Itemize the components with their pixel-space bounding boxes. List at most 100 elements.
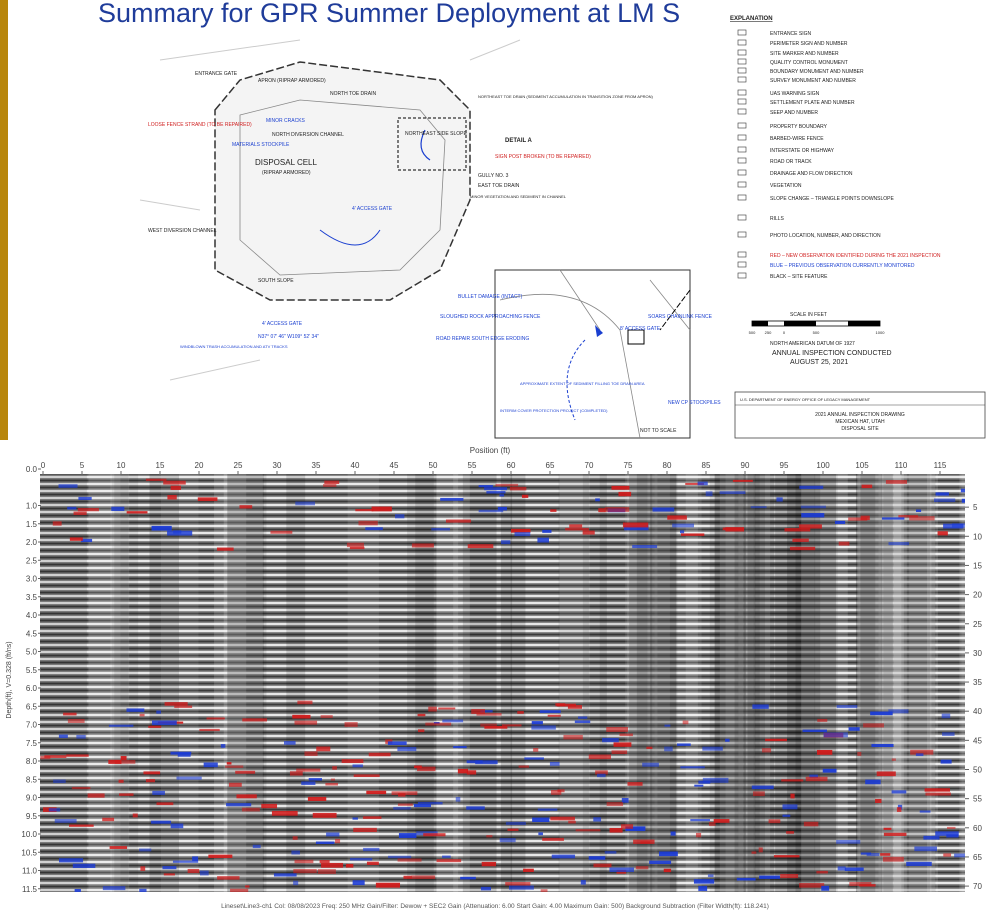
x-tick-label: 10 <box>117 461 126 470</box>
drawing-line: 2021 ANNUAL INSPECTION DRAWING <box>815 412 905 418</box>
reflection <box>366 791 386 794</box>
reflection <box>397 747 416 751</box>
reflection <box>59 484 78 488</box>
reflection <box>217 876 239 880</box>
reflection <box>857 752 861 756</box>
reflection <box>884 828 892 830</box>
reflection <box>602 738 619 742</box>
legend-item: PROPERTY BOUNDARY <box>770 124 828 130</box>
y-tick-label: 7.0 <box>26 721 38 730</box>
map-label: NORTH DIVERSION CHANNEL <box>272 132 344 138</box>
reflection <box>204 762 218 767</box>
reflection <box>388 856 411 858</box>
x-tick-label: 5 <box>80 461 85 470</box>
reflection <box>321 715 333 718</box>
reflection <box>460 877 476 880</box>
reflection <box>620 734 633 737</box>
y-tick-label: 6.0 <box>26 684 38 693</box>
reflection <box>109 725 133 727</box>
reflection <box>861 516 870 520</box>
reflection <box>531 725 555 729</box>
reflection <box>609 867 634 871</box>
legend-symbol <box>738 59 746 64</box>
reflection <box>139 849 151 852</box>
reflection <box>165 702 188 706</box>
map-label: NORTHEAST SIDE SLOPE <box>405 131 467 137</box>
texture <box>407 474 434 892</box>
reflection <box>53 780 66 783</box>
reflection <box>217 548 234 551</box>
y2-tick-label: 55 <box>973 795 982 804</box>
y-axis-label: Depth(ft), V=0.328 (ft/ns) <box>6 641 13 718</box>
reflection <box>720 491 746 494</box>
inspection-date: AUGUST 25, 2021 <box>790 359 848 366</box>
reflection <box>140 866 145 871</box>
reflection <box>538 809 558 811</box>
reflection <box>345 722 358 727</box>
reflection <box>110 846 127 849</box>
reflection <box>925 788 950 791</box>
map-label: NOT TO SCALE <box>640 428 677 434</box>
reflection <box>140 714 145 717</box>
reflection <box>332 766 337 769</box>
reflection <box>589 856 606 860</box>
reflection <box>646 747 652 749</box>
reflection <box>151 821 171 824</box>
reflection <box>146 479 166 481</box>
reflection <box>837 705 858 708</box>
reflection <box>74 512 87 515</box>
x-tick-label: 35 <box>312 461 321 470</box>
y2-tick-label: 50 <box>973 766 982 775</box>
reflection <box>73 864 96 868</box>
map-label: GULLY NO. 3 <box>478 173 509 179</box>
reflection <box>568 705 582 709</box>
legend-symbol <box>738 252 746 257</box>
reflection <box>589 755 611 760</box>
reflection <box>507 829 518 831</box>
reflection <box>897 807 901 812</box>
reflection <box>207 717 225 719</box>
scale-tick-label: 1000 <box>876 330 886 335</box>
reflection <box>823 769 837 773</box>
reflection <box>680 530 684 533</box>
reflection <box>192 856 198 861</box>
texture <box>650 474 677 892</box>
legend-item: ENTRANCE SIGN <box>770 31 812 37</box>
reflection <box>782 804 797 809</box>
y-tick-label: 6.5 <box>26 702 38 711</box>
reflection <box>698 482 708 486</box>
reflection <box>737 878 756 881</box>
reflection <box>550 817 575 821</box>
legend-symbol <box>738 99 746 104</box>
reflection <box>532 818 549 822</box>
reflection <box>486 835 492 837</box>
reflection <box>515 532 531 536</box>
reflection <box>942 732 954 736</box>
reflection <box>188 869 200 873</box>
reflection <box>72 787 91 789</box>
map-label: ENTRANCE GATE <box>195 71 238 77</box>
y-tick-label: 1.0 <box>26 502 38 511</box>
scale-tick-label: 500 <box>813 330 820 335</box>
reflection <box>76 735 85 739</box>
reflection <box>642 763 659 767</box>
reflection <box>752 786 774 790</box>
legend-symbol <box>738 68 746 73</box>
reflection <box>425 723 451 726</box>
reflection <box>296 769 320 772</box>
reflection <box>593 817 601 821</box>
reflection <box>325 783 338 786</box>
reflection <box>418 729 424 732</box>
reflection <box>920 811 931 813</box>
map-label: MINOR VEGETATION AND SEDIMENT IN CHANNEL <box>470 194 567 199</box>
reflection <box>790 794 794 799</box>
reflection <box>892 758 896 760</box>
reflection <box>510 487 527 491</box>
reflection <box>274 873 297 876</box>
reflection <box>70 537 83 540</box>
reflection <box>806 777 828 781</box>
reflection <box>119 780 124 783</box>
reflection <box>943 853 951 856</box>
y2-tick-label: 35 <box>973 678 982 687</box>
reflection <box>892 790 907 793</box>
